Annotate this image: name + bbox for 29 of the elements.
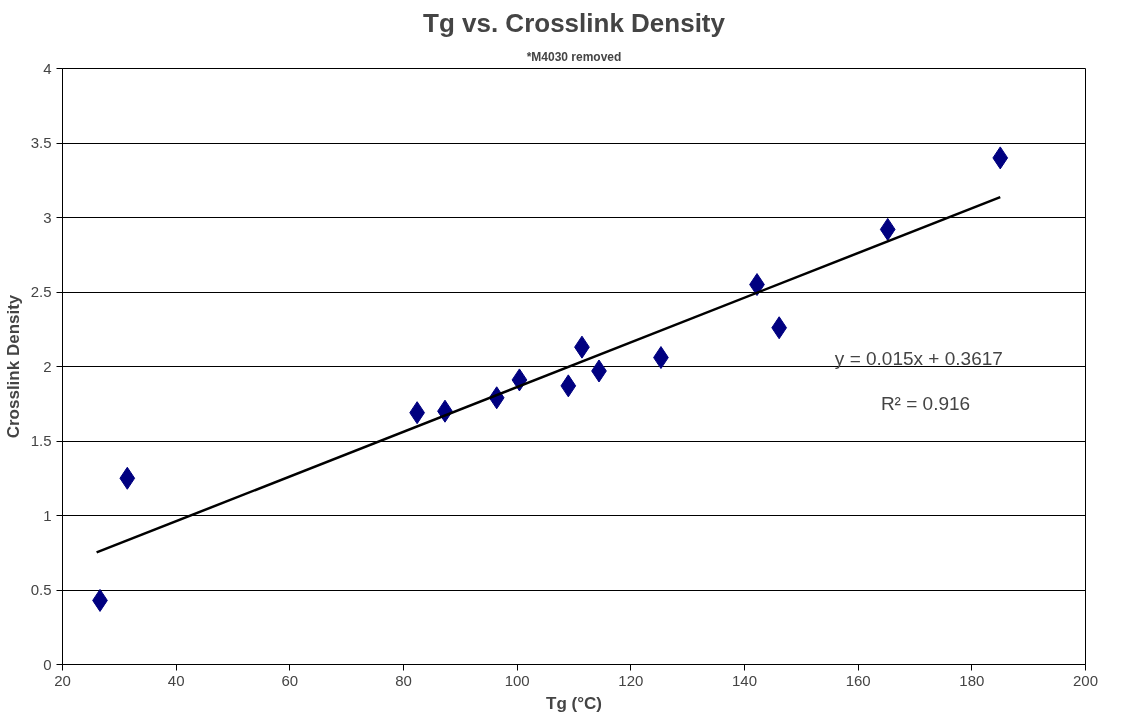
x-axis-title: Tg (°C) <box>546 693 602 713</box>
y-axis-title: Crosslink Density <box>3 294 23 439</box>
y-tick-label: 1 <box>43 506 52 524</box>
annotation: y = 0.015x + 0.3617 <box>834 348 1003 370</box>
x-tick-label: 140 <box>731 671 758 689</box>
y-tick-label: 0 <box>43 655 52 673</box>
point <box>992 146 1009 170</box>
chart-subtitle: *M4030 removed <box>526 49 622 64</box>
x-tick-label: 80 <box>395 671 412 689</box>
y-tick-label: 2.5 <box>30 283 52 300</box>
x-tick-label: 20 <box>54 671 71 689</box>
y-tick-label: 3 <box>43 208 52 226</box>
y-tick-label: 4 <box>43 59 52 77</box>
x-tick-label: 60 <box>281 671 299 689</box>
point <box>560 374 577 398</box>
x-tick-label: 160 <box>845 671 871 689</box>
y-tick-label: 1.5 <box>30 432 52 449</box>
y-tick-label: 3.5 <box>30 134 52 151</box>
x-tick-label: 200 <box>1072 671 1099 689</box>
annotation: R² = 0.916 <box>880 393 971 415</box>
y-tick-label: 2 <box>43 357 52 375</box>
x-tick-label: 100 <box>504 671 530 689</box>
x-tick-label: 40 <box>167 671 185 689</box>
x-tick-label: 180 <box>959 671 985 689</box>
chart-title: Tg vs. Crosslink Density <box>423 7 726 38</box>
x-tick-label: 120 <box>618 671 644 689</box>
point <box>119 466 136 490</box>
point <box>879 217 896 241</box>
y-tick-label: 0.5 <box>30 581 52 598</box>
